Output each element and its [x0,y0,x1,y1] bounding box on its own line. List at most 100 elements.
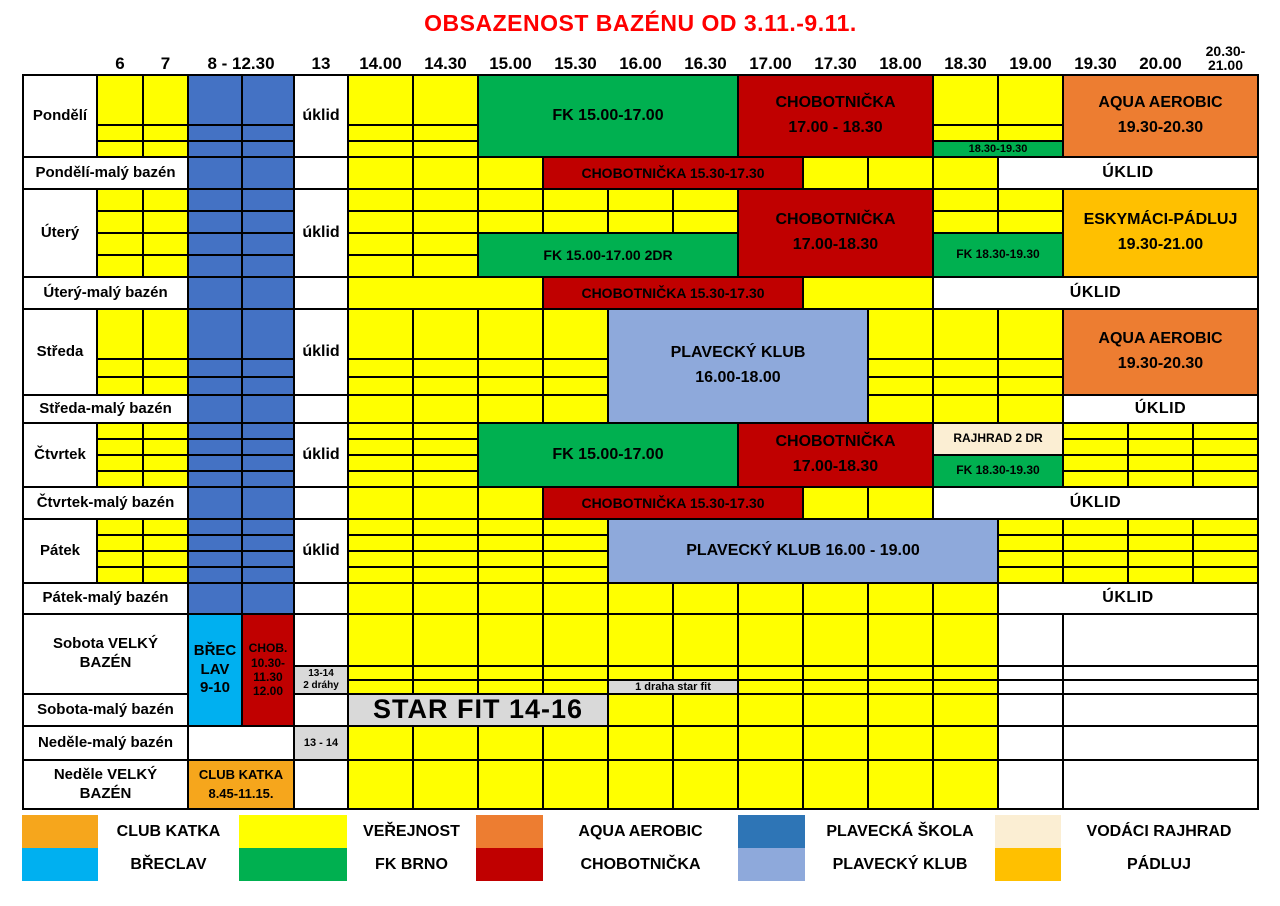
schedule-cell [999,568,1062,582]
schedule-cell [144,568,187,582]
row-label: Pátek [24,520,96,582]
schedule-cell [934,190,997,210]
schedule-cell [414,727,477,759]
schedule-cell [674,212,737,232]
schedule-cell [349,256,412,276]
schedule-cell [349,584,412,613]
plavecka-skola-cell [189,520,241,534]
plavecka-skola-cell [189,456,241,470]
schedule-cell [144,520,187,534]
uklid-cell: ÚKLID [1064,396,1257,422]
schedule-cell [349,396,412,422]
col-header-19-00: 19.00 [1009,54,1052,74]
schedule-cell [349,488,412,518]
schedule-cell [544,568,607,582]
block-chobotnicka: CHOBOTNIČKA 17.00-18.30 [739,190,932,276]
schedule-cell [999,76,1062,124]
block-fk-brno: 18.30-19.30 [934,142,1062,156]
block-plavecky-klub: PLAVECKÝ KLUB 16.00-18.00 [609,310,867,422]
schedule-cell [349,727,412,759]
legend-label-aqua-aerobic: AQUA AEROBIC [578,822,703,840]
schedule-cell [349,456,412,470]
schedule-cell [98,424,142,438]
block-fk-brno: FK 18.30-19.30 [934,456,1062,486]
legend-swatch-plavecka-skola [738,815,805,848]
schedule-cell [869,695,932,725]
legend-swatch-verejnost [239,815,347,848]
schedule-cell [1129,472,1192,486]
schedule-cell [479,396,542,422]
col-header-17-00: 17.00 [749,54,792,74]
legend-swatch-vodaci-rajhrad [995,815,1061,848]
schedule-cell [295,158,347,188]
schedule-cell [349,520,412,534]
schedule-cell [349,667,412,679]
plavecka-skola-cell [243,568,293,582]
schedule-cell [144,212,187,232]
plavecka-skola-cell [243,190,293,210]
plavecka-skola-cell [243,126,293,140]
schedule-cell [934,667,997,679]
schedule-cell [349,424,412,438]
schedule-cell [674,667,737,679]
schedule-cell [739,615,802,665]
schedule-cell [1129,424,1192,438]
schedule-cell [414,536,477,550]
plavecka-skola-cell [243,552,293,566]
schedule-cell [414,378,477,394]
schedule-cell [144,360,187,376]
schedule-cell [609,695,672,725]
schedule-cell [98,234,142,254]
plavecka-skola-cell [189,310,241,358]
block-13-14-2-drahy: 13-14 2 dráhy [295,667,347,693]
plavecka-skola-cell [243,212,293,232]
schedule-cell [1194,536,1257,550]
schedule-cell [609,212,672,232]
uklid-cell: úklid [295,424,347,486]
schedule-cell [999,360,1062,376]
schedule-cell [295,761,347,808]
schedule-cell [144,440,187,454]
schedule-cell [674,615,737,665]
schedule-cell [1064,615,1257,665]
uklid-cell: ÚKLID [934,488,1257,518]
plavecka-skola-cell [243,234,293,254]
schedule-cell [479,667,542,679]
schedule-cell [144,190,187,210]
schedule-cell [869,158,932,188]
schedule-cell [544,536,607,550]
schedule-cell [934,212,997,232]
block-plavecky-klub: PLAVECKÝ KLUB 16.00 - 19.00 [609,520,997,582]
legend-swatch-chobotnicka [476,848,543,881]
plavecka-skola-cell [243,584,293,613]
col-header-8-12-30: 8 - 12.30 [207,54,275,74]
row-label: Sobota-malý bazén [24,695,187,725]
schedule-cell [869,681,932,693]
schedule-cell [674,190,737,210]
schedule-cell [414,190,477,210]
schedule-cell [414,158,477,188]
schedule-cell [869,615,932,665]
schedule-cell [349,310,412,358]
schedule-cell [999,126,1062,140]
schedule-cell [479,520,542,534]
plavecka-skola-cell [189,536,241,550]
schedule-cell [934,615,997,665]
schedule-cell [479,584,542,613]
schedule-cell [1064,520,1127,534]
schedule-cell [544,615,607,665]
plavecka-skola-cell [243,440,293,454]
schedule-cell [609,584,672,613]
schedule-cell [349,472,412,486]
uklid-cell: úklid [295,190,347,276]
row-label: Pondělí-malý bazén [24,158,187,188]
schedule-cell [349,126,412,140]
schedule-cell [674,695,737,725]
legend-group: VODÁCI RAJHRAD PÁDLUJ [995,815,1257,881]
plavecka-skola-cell [243,360,293,376]
schedule-cell [479,552,542,566]
schedule-cell [414,456,477,470]
schedule-cell [869,761,932,808]
schedule-cell [479,158,542,188]
schedule-cell [739,584,802,613]
